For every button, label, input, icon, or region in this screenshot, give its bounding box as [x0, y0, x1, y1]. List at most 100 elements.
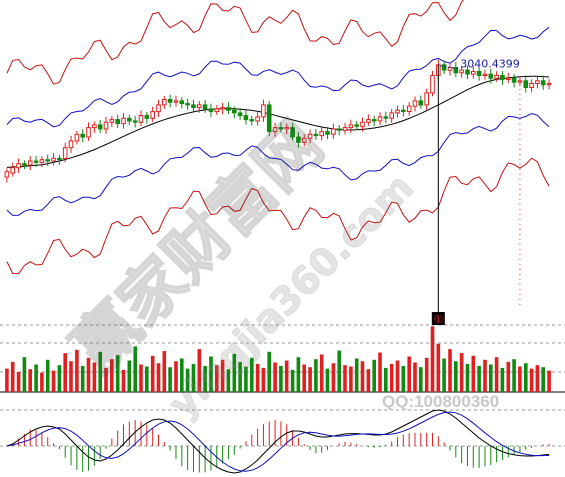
- volume-bar: [145, 366, 149, 392]
- volume-bar: [162, 351, 167, 392]
- candle-up: [173, 100, 179, 103]
- volume-bar: [115, 355, 120, 392]
- candle-down: [296, 136, 301, 143]
- candle-up: [138, 115, 144, 123]
- volume-bar: [378, 352, 382, 392]
- candle-up: [68, 140, 74, 149]
- volume-bar: [366, 369, 371, 392]
- volume-bar: [45, 359, 50, 392]
- volume-bar: [465, 363, 470, 392]
- candle-down: [325, 131, 330, 135]
- candle-up: [424, 92, 429, 106]
- volume-bar: [506, 361, 511, 392]
- volume-bar: [203, 365, 207, 392]
- volume-bar: [500, 367, 505, 392]
- candle-up: [162, 99, 167, 106]
- volume-bar: [273, 362, 277, 392]
- volume-bar: [279, 365, 283, 392]
- candle-down: [313, 133, 319, 137]
- candle-down: [401, 109, 406, 112]
- candle-up: [272, 127, 278, 133]
- volume-bar: [139, 364, 143, 392]
- candle-up: [255, 116, 260, 122]
- volume-bar: [267, 351, 271, 392]
- candle-down: [540, 80, 546, 86]
- volume-bar: [174, 361, 178, 392]
- price-bands: [6, 0, 550, 275]
- volume-bar: [436, 343, 441, 392]
- volume-bar: [191, 363, 196, 392]
- volume-bar: [494, 357, 499, 392]
- candle-up: [261, 104, 266, 118]
- candle-up: [301, 137, 307, 143]
- volume-bar: [185, 368, 190, 392]
- candle-up: [214, 108, 220, 113]
- candle-up: [494, 75, 499, 79]
- candle-up: [360, 121, 365, 127]
- event-marker: ① 3040.4399: [431, 58, 521, 326]
- candle-up: [366, 119, 371, 123]
- candle-up: [529, 83, 534, 88]
- volume-bar: [448, 349, 452, 392]
- candle-up: [220, 107, 225, 110]
- candle-up: [412, 100, 418, 107]
- peak-price-dash: [440, 65, 459, 70]
- volume-bar: [209, 356, 213, 392]
- candle-down: [354, 124, 359, 127]
- candlestick-series: [4, 59, 552, 183]
- volume-bar: [40, 372, 44, 392]
- volume-bar: [197, 349, 202, 392]
- volume-bar: [442, 358, 446, 392]
- peak-price-label: 3040.4399: [460, 58, 520, 71]
- candle-up: [121, 117, 126, 125]
- candle-down: [500, 75, 505, 80]
- candle-up: [406, 105, 412, 112]
- candle-up: [342, 127, 348, 131]
- volume-bar: [215, 365, 219, 392]
- candle-up: [92, 124, 97, 129]
- candle-down: [383, 116, 389, 119]
- volume-bar: [180, 358, 184, 392]
- volume-bar: [57, 365, 62, 392]
- candle-down: [453, 67, 459, 74]
- volume-bar: [80, 365, 85, 392]
- candle-up: [535, 80, 540, 85]
- candle-up: [377, 116, 383, 122]
- candle-down: [80, 133, 86, 138]
- volume-bar: [524, 363, 528, 392]
- inner-upper-band: [6, 26, 550, 128]
- volume-bar: [16, 371, 21, 392]
- volume-bar: [360, 361, 365, 392]
- volume-bar: [372, 359, 376, 392]
- watermark-contact: QQ:100800360: [382, 392, 499, 411]
- candle-up: [4, 171, 10, 178]
- volume-bar: [547, 370, 551, 392]
- candle-up: [62, 147, 68, 159]
- volume-bar: [255, 363, 260, 392]
- volume-bar: [349, 366, 353, 392]
- macd-dea-line: [6, 411, 550, 472]
- candle-up: [39, 159, 45, 163]
- volume-bar: [384, 367, 388, 392]
- candle-down: [132, 120, 138, 123]
- candle-down: [33, 160, 39, 163]
- candle-down: [45, 159, 51, 162]
- event-marker-box[interactable]: [431, 312, 445, 325]
- volume-bar: [127, 360, 132, 392]
- volume-bar: [10, 361, 15, 392]
- candle-down: [208, 108, 214, 113]
- candle-down: [115, 119, 121, 125]
- candle-up: [319, 131, 324, 137]
- volume-bar: [389, 363, 394, 392]
- volume-bar: [75, 349, 79, 392]
- candle-up: [307, 133, 313, 139]
- candle-up: [482, 73, 488, 76]
- volume-bar: [86, 357, 91, 392]
- volume-bar: [459, 353, 464, 392]
- candle-down: [226, 107, 231, 111]
- volume-bar: [296, 357, 301, 392]
- candle-up: [103, 121, 109, 130]
- candle-down: [22, 163, 27, 166]
- candle-down: [476, 71, 482, 76]
- volume-series: [5, 326, 551, 392]
